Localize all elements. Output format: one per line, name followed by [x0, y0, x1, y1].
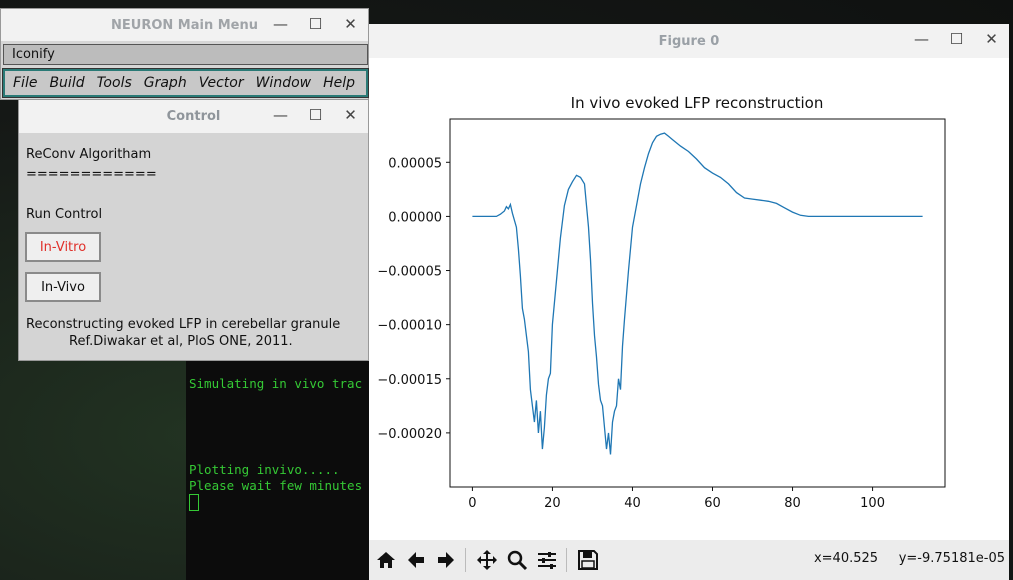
minimize-icon[interactable]: —	[273, 15, 288, 33]
x-tick-label: 100	[860, 496, 885, 511]
plot-frame	[449, 118, 946, 488]
toolbar-separator	[566, 548, 567, 572]
maximize-icon[interactable]: ☐	[308, 106, 323, 124]
minimize-icon[interactable]: —	[273, 106, 288, 124]
chart-title: In vivo evoked LFP reconstruction	[571, 94, 824, 112]
x-tick-label: 20	[544, 496, 561, 511]
menu-vector[interactable]: Vector	[198, 75, 244, 91]
description-text: Reconstructing evoked LFP in cerebellar …	[26, 317, 341, 332]
back-arrow-icon[interactable]	[402, 546, 430, 574]
menu-file[interactable]: File	[13, 75, 38, 91]
coord-y: y=-9.75181e-05	[898, 551, 1005, 566]
save-icon[interactable]	[574, 546, 602, 574]
menu-help[interactable]: Help	[323, 75, 356, 91]
window-title: Figure 0	[369, 24, 1009, 58]
terminal-cursor	[189, 494, 199, 511]
iconify-button[interactable]: Iconify	[3, 44, 368, 65]
control-window: Control — ☐ ✕ ReConv Algoritham ========…	[18, 99, 369, 361]
reference-text: Ref.Diwakar et al, PloS ONE, 2011.	[69, 334, 293, 349]
minimize-icon[interactable]: —	[914, 30, 929, 48]
axis-ticks: 0 20 40 60 80 100 0.00005 0.00000 −0.00005 −0.000…	[377, 156, 885, 511]
pan-icon[interactable]	[473, 546, 501, 574]
y-tick-label: −0.00005	[377, 265, 442, 280]
plot-toolbar: x=40.525 y=-9.75181e-05	[369, 540, 1009, 580]
close-icon[interactable]: ✕	[344, 15, 357, 33]
window-title: Control	[19, 100, 368, 133]
y-tick-label: −0.00010	[377, 319, 442, 334]
forward-arrow-icon[interactable]	[432, 546, 460, 574]
terminal-window[interactable]: Simulating in vivo trac Plotting invivo.…	[186, 360, 386, 580]
in-vivo-button[interactable]: In-Vivo	[25, 272, 101, 302]
terminal-line: Please wait few minutes	[189, 478, 363, 493]
y-tick-label: −0.00015	[377, 373, 442, 388]
home-icon[interactable]	[372, 546, 400, 574]
zoom-icon[interactable]	[503, 546, 531, 574]
menu-build[interactable]: Build	[49, 75, 85, 91]
x-tick-label: 0	[468, 496, 476, 511]
close-icon[interactable]: ✕	[985, 30, 998, 48]
maximize-icon[interactable]: ☐	[308, 15, 323, 33]
y-tick-label: 0.00000	[388, 210, 442, 225]
maximize-icon[interactable]: ☐	[949, 30, 964, 48]
algorithm-underline: ============	[26, 167, 157, 182]
lfp-plot[interactable]: In vivo evoked LFP reconstruction 0 20 40 6…	[369, 60, 1009, 540]
in-vitro-button[interactable]: In-Vitro	[25, 232, 101, 262]
menu-tools[interactable]: Tools	[96, 75, 132, 91]
series-line	[472, 132, 923, 455]
terminal-line: Simulating in vivo trac	[189, 376, 363, 391]
close-icon[interactable]: ✕	[344, 106, 357, 124]
menu-window[interactable]: Window	[255, 75, 312, 91]
y-tick-label: 0.00005	[388, 156, 442, 171]
menu-graph[interactable]: Graph	[143, 75, 187, 91]
window-title: NEURON Main Menu	[1, 9, 368, 41]
x-tick-label: 80	[784, 496, 801, 511]
run-control-label: Run Control	[26, 207, 103, 222]
neuron-main-menu-window: NEURON Main Menu — ☐ ✕ Iconify File Buil…	[0, 8, 369, 100]
configure-subplots-icon[interactable]	[533, 546, 561, 574]
toolbar-separator	[465, 548, 466, 572]
y-tick-label: −0.00020	[377, 427, 442, 442]
figure-window: Figure 0 — ☐ ✕ In vivo evoked LFP recons…	[369, 24, 1009, 580]
x-tick-label: 40	[624, 496, 641, 511]
coord-x: x=40.525	[813, 551, 879, 566]
algorithm-label: ReConv Algoritham	[26, 147, 152, 162]
x-tick-label: 60	[704, 496, 721, 511]
cursor-coordinates: x=40.525 y=-9.75181e-05	[814, 551, 1005, 566]
menu-bar: File Build Tools Graph Vector Window Hel…	[2, 68, 369, 98]
terminal-line: Plotting invivo.....	[189, 462, 340, 477]
